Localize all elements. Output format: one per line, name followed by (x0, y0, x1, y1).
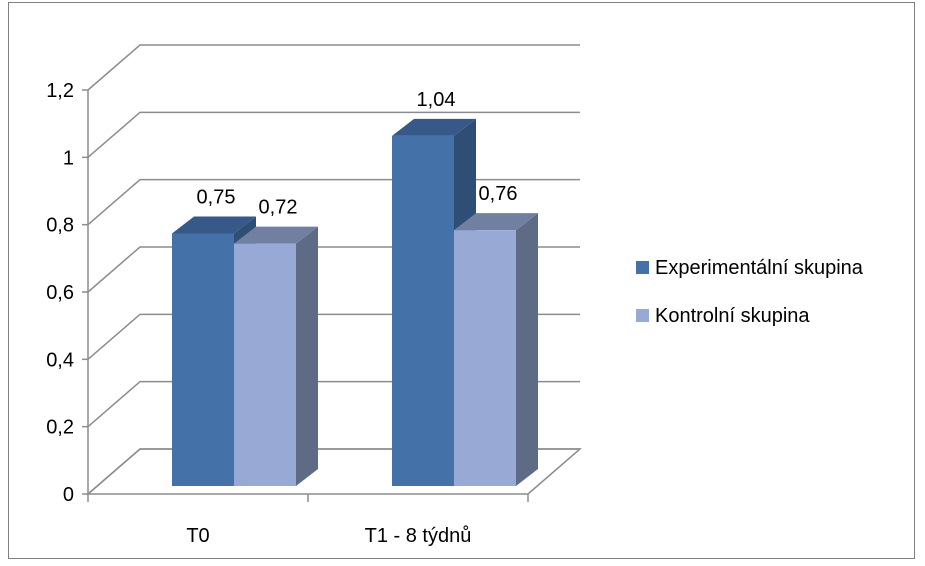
y-tick-label: 0,6 (46, 282, 74, 304)
y-tick-label: 0 (63, 484, 74, 506)
data-label: 0,75 (197, 187, 236, 209)
bar (172, 233, 234, 486)
y-axis-ticks: 0 0,2 0,4 0,6 0,8 1 1,2 (46, 80, 88, 506)
gridline (87, 111, 580, 158)
bar-side (516, 213, 538, 486)
y-tick-label: 0,4 (46, 349, 74, 371)
y-tick-label: 1,2 (46, 80, 74, 102)
gridline (87, 44, 580, 91)
legend-entry: Experimentální skupina (655, 257, 864, 279)
bar-top (392, 118, 476, 136)
legend-swatch (636, 261, 649, 274)
data-label: 0,76 (479, 183, 518, 205)
data-label: 1,04 (417, 89, 456, 111)
x-tick-label: T0 (186, 525, 209, 547)
x-axis-ticks: T0 T1 - 8 týdnů (87, 494, 529, 547)
bar (234, 243, 296, 486)
data-labels: 0,75 0,72 1,04 0,76 (197, 89, 518, 219)
bar-top (172, 216, 256, 234)
data-label: 0,72 (259, 197, 298, 219)
bar (454, 230, 516, 486)
bar-top (234, 226, 318, 244)
bar (392, 135, 454, 486)
x-tick-label: T1 - 8 týdnů (365, 525, 472, 547)
legend-swatch (636, 309, 649, 322)
bar-side (296, 226, 318, 486)
y-tick-label: 0,8 (46, 215, 74, 237)
bar-top (454, 213, 538, 231)
bars (172, 118, 538, 486)
y-tick-label: 1 (63, 147, 74, 169)
legend-entry: Kontrolní skupina (655, 305, 810, 327)
legend: Experimentální skupina Kontrolní skupina (636, 257, 864, 327)
y-tick-label: 0,2 (46, 417, 74, 439)
